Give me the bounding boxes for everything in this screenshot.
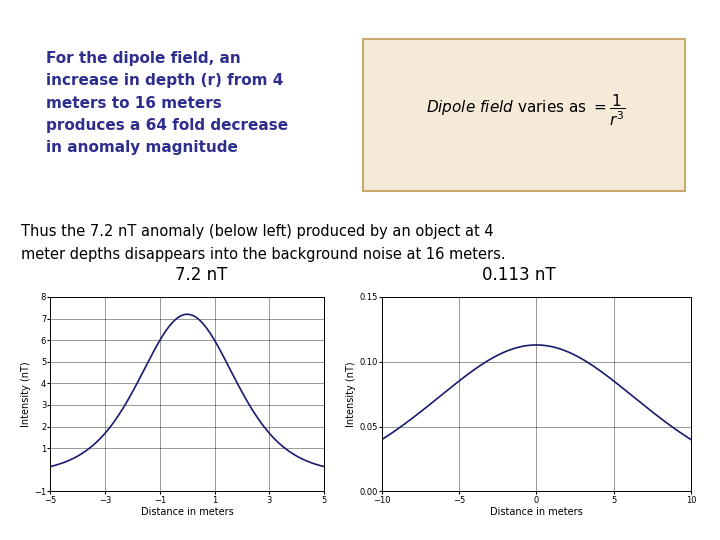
X-axis label: Distance in meters: Distance in meters [141, 508, 233, 517]
Text: 7.2 nT: 7.2 nT [176, 266, 228, 284]
X-axis label: Distance in meters: Distance in meters [490, 508, 582, 517]
Text: Thus the 7.2 nT anomaly (below left) produced by an object at 4
meter depths dis: Thus the 7.2 nT anomaly (below left) pro… [22, 224, 506, 262]
Text: 0.113 nT: 0.113 nT [482, 266, 555, 284]
Y-axis label: Intensity (nT): Intensity (nT) [346, 361, 356, 427]
Y-axis label: Intensity (nT): Intensity (nT) [21, 361, 31, 427]
FancyBboxPatch shape [363, 39, 685, 191]
Text: For the dipole field, an
increase in depth (r) from 4
meters to 16 meters
produc: For the dipole field, an increase in dep… [46, 51, 288, 155]
Text: $\mathit{Dipole\ field}$ varies as $= \dfrac{1}{r^3}$: $\mathit{Dipole\ field}$ varies as $= \d… [426, 92, 626, 127]
